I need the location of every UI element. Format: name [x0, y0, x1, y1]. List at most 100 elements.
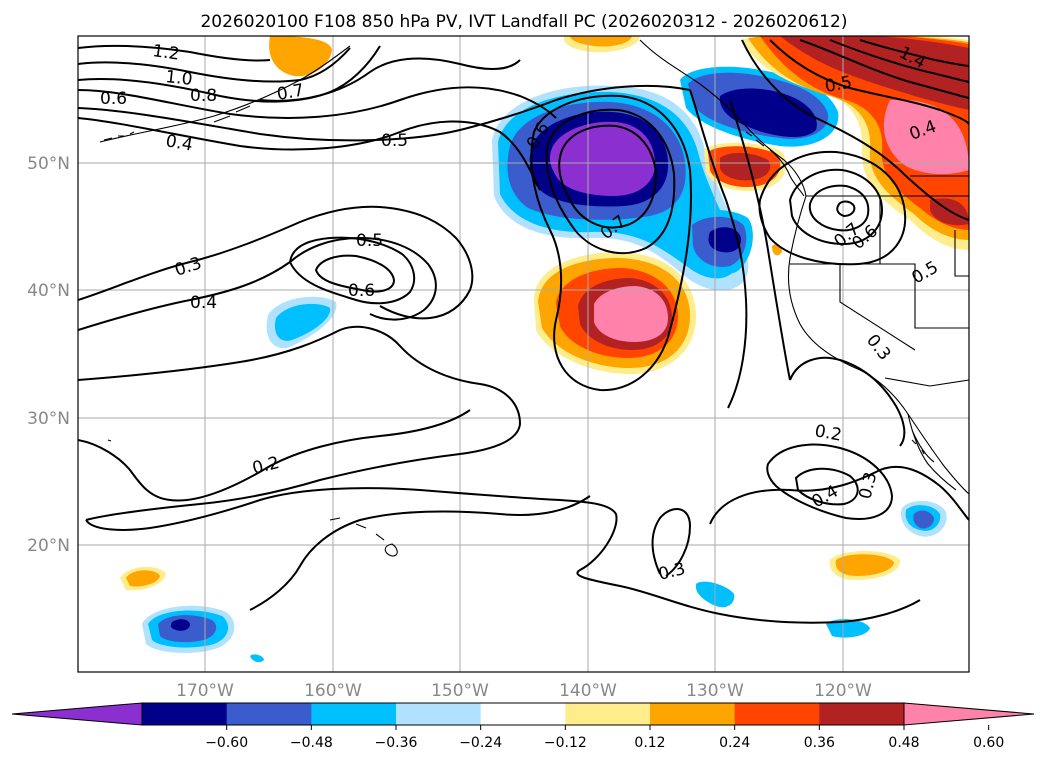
colorbar-cell — [819, 703, 905, 725]
colorbar-tick-label: 0.60 — [973, 735, 1004, 751]
latitude-labels: 50°N 40°N 30°N 20°N — [27, 154, 70, 556]
lon-label-160w: 160°W — [304, 681, 362, 701]
pv-contours — [78, 39, 969, 624]
contour-0-4-southeast — [709, 465, 969, 525]
lon-label-120w: 120°W — [814, 681, 872, 701]
contour-0-6 — [78, 86, 557, 119]
contour-0-7-inner — [558, 124, 658, 229]
contour-label: 0.2 — [813, 421, 843, 445]
contour-east-0-5 — [689, 89, 748, 409]
colorbar-tick-label: −0.36 — [375, 735, 418, 751]
coast-aleutians — [103, 105, 251, 141]
island-clipper — [107, 439, 112, 442]
colorbar-cell — [734, 703, 820, 725]
contour-east-loop-inner — [808, 184, 870, 232]
contour-0-4-southeast-inner — [794, 467, 859, 506]
colorbar-tick-label: 0.48 — [888, 735, 919, 751]
map-frame — [77, 35, 970, 673]
contour-east-loop-mid — [788, 168, 884, 246]
contour-0-3-mid — [78, 325, 522, 521]
figure-title: 2026020100 F108 850 hPa PV, IVT Landfall… — [200, 12, 847, 32]
graticule — [78, 36, 969, 672]
island-hawaii — [329, 517, 398, 557]
contour-east-loop-outer — [758, 150, 907, 266]
contour-label: 0.8 — [190, 86, 217, 106]
contour-northeast-5 — [741, 39, 969, 221]
lat-label-40n: 40°N — [27, 281, 70, 301]
contour-east-descent — [729, 99, 791, 381]
contour-label: 0.7 — [275, 81, 305, 105]
contour-0-5-west — [288, 236, 416, 305]
contour-1-2 — [78, 44, 271, 62]
contour-0-5-gulf — [78, 84, 691, 142]
contour-0-6-inner — [545, 108, 676, 255]
colorbar-cell — [480, 703, 566, 725]
contour-label: 1.0 — [164, 67, 193, 90]
positive-anomaly-small — [120, 36, 901, 591]
contour-label: 1.2 — [151, 41, 181, 65]
negative-anomaly-small — [142, 296, 947, 663]
neg-level-purple — [549, 121, 656, 196]
lat-label-30n: 30°N — [27, 409, 70, 429]
lat-label-50n: 50°N — [27, 154, 70, 174]
colorbar-tick-label: 0.36 — [804, 735, 835, 751]
contour-0-3-southeast — [766, 443, 894, 520]
coast-west-us — [787, 195, 969, 495]
lat-label-20n: 20°N — [27, 536, 70, 556]
island-guadalupe — [911, 439, 925, 455]
contour-0-6-west — [314, 254, 396, 293]
coast-gulf-of-alaska — [639, 39, 807, 197]
colorbar-outline — [141, 702, 905, 726]
lon-label-140w: 140°W — [559, 681, 617, 701]
border-us-mexico — [884, 377, 969, 387]
contour-label: 0.4 — [190, 293, 217, 313]
colorbar-cell — [226, 703, 312, 725]
pv-anomaly-shading — [120, 36, 969, 663]
contour-0-8 — [78, 45, 381, 103]
negative-anomaly-gulf — [492, 85, 749, 291]
colorbar-tick-label: −0.12 — [544, 735, 587, 751]
contour-0-2-east — [789, 356, 906, 447]
colorbar-cell — [396, 703, 482, 725]
contour-0-2-south — [85, 487, 921, 624]
contour-0-3-west — [78, 205, 474, 320]
contour-label: 0.6 — [348, 281, 375, 301]
lon-label-150w: 150°W — [431, 681, 489, 701]
colorbar-tick-label: −0.24 — [459, 735, 502, 751]
negative-anomaly-coast — [685, 209, 753, 275]
contour-label: 0.4 — [164, 131, 194, 155]
contour-label: 0.5 — [356, 231, 383, 251]
contour-northeast-4 — [769, 39, 969, 125]
colorbar-cell — [565, 703, 651, 725]
contour-northeast-3 — [859, 39, 969, 67]
longitude-labels: 170°W 160°W 150°W 140°W 130°W 120°W — [176, 681, 872, 701]
colorbar-cell — [142, 703, 228, 725]
contour-label: 0.5 — [381, 131, 408, 151]
contour-0-3-south — [249, 495, 692, 611]
colorbar-extend-min — [11, 702, 143, 726]
contour-0-5-outer — [530, 94, 693, 392]
contour-label: 0.5 — [823, 73, 853, 97]
contour-0-4 — [78, 117, 541, 191]
contour-0-4-west — [78, 236, 437, 331]
colorbar-tick-label: 0.24 — [719, 735, 750, 751]
map-area: 1.2 1.0 0.8 0.7 0.6 0.4 0.5 0.3 0.4 0.5 … — [77, 35, 970, 673]
pos-level-pink — [594, 286, 668, 342]
lon-label-170w: 170°W — [176, 681, 234, 701]
contour-label: 0.6 — [100, 89, 127, 109]
colorbar-cells — [11, 702, 1035, 726]
positive-anomaly-central — [534, 252, 696, 374]
contour-1-0 — [78, 47, 351, 83]
contour-0-2-mid — [78, 409, 471, 502]
colorbar: −0.60 −0.48 −0.36 −0.24 −0.12 0.12 0.24 0.36 0.4… — [11, 702, 1035, 751]
border-states — [790, 175, 969, 351]
contour-0-7 — [259, 57, 521, 102]
coast-bc-islands — [745, 131, 805, 197]
coast-baja — [907, 413, 957, 491]
contour-northeast-1 — [799, 39, 969, 99]
colorbar-cell — [311, 703, 397, 725]
colorbar-tick-label: 0.12 — [634, 735, 665, 751]
colorbar-cell — [650, 703, 736, 725]
contour-northeast-2 — [829, 39, 969, 83]
